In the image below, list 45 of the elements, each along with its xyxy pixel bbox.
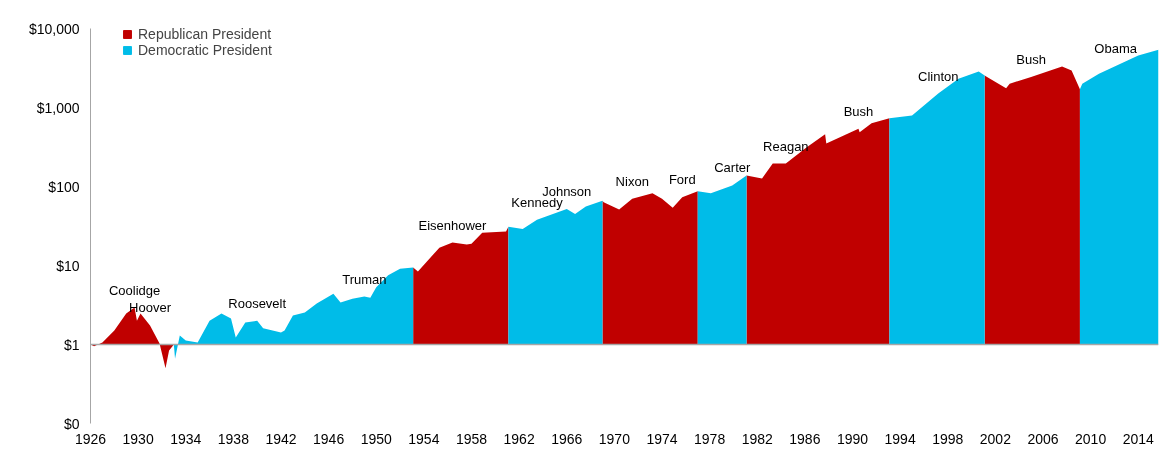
y-tick-label: $1,000 <box>36 99 80 116</box>
annotation: Eisenhower <box>418 217 488 233</box>
annotation: Nixon <box>615 173 649 189</box>
x-tick-label: 1974 <box>646 430 678 447</box>
x-tick-label: 1938 <box>217 430 250 447</box>
y-tick-label: $0 <box>63 415 80 432</box>
x-tick-label: 1930 <box>122 430 154 447</box>
x-tick-label: 1966 <box>551 430 583 447</box>
annotation: Bush <box>843 103 874 119</box>
x-tick-label: 2010 <box>1075 430 1107 447</box>
x-tick-label: 1994 <box>884 430 916 447</box>
x-tick-label: 1962 <box>503 430 535 447</box>
y-tick-label: $10 <box>56 257 80 274</box>
x-tick-label: 1990 <box>836 430 869 447</box>
x-tick-label: 1950 <box>360 430 393 447</box>
x-tick-label: 1978 <box>694 430 726 447</box>
x-tick-label: 1986 <box>789 430 821 447</box>
x-tick-label: 1954 <box>408 430 440 447</box>
annotation: Johnson <box>542 183 592 199</box>
annotation: Hoover <box>129 300 172 316</box>
x-tick-label: 1942 <box>265 430 297 447</box>
annotation: Truman <box>342 271 387 287</box>
x-tick-label: 1946 <box>313 430 345 447</box>
annotation: Obama <box>1094 41 1138 57</box>
x-tick-label: 1926 <box>74 430 107 447</box>
legend-label: Democratic President <box>138 42 272 58</box>
y-tick-label: $100 <box>48 178 80 195</box>
annotation: Ford <box>668 172 696 188</box>
x-tick-label: 2002 <box>979 430 1012 447</box>
x-tick-label: 1982 <box>741 430 774 447</box>
x-tick-label: 1934 <box>170 430 202 447</box>
y-tick-label: $1 <box>63 336 80 353</box>
x-tick-label: 2006 <box>1027 430 1059 447</box>
legend-label: Republican President <box>138 27 272 42</box>
annotation: Roosevelt <box>228 295 287 311</box>
x-tick-label: 1970 <box>598 430 631 447</box>
x-tick-label: 1998 <box>932 430 964 447</box>
annotation: Carter <box>714 160 751 176</box>
annotation: Reagan <box>763 138 809 154</box>
x-tick-label: 2014 <box>1122 430 1155 447</box>
annotation: Clinton <box>918 68 959 84</box>
y-tick-label: $10,000 <box>28 20 80 37</box>
annotation: Coolidge <box>108 282 161 298</box>
annotation: Bush <box>1016 52 1046 68</box>
x-tick-label: 1958 <box>455 430 488 447</box>
